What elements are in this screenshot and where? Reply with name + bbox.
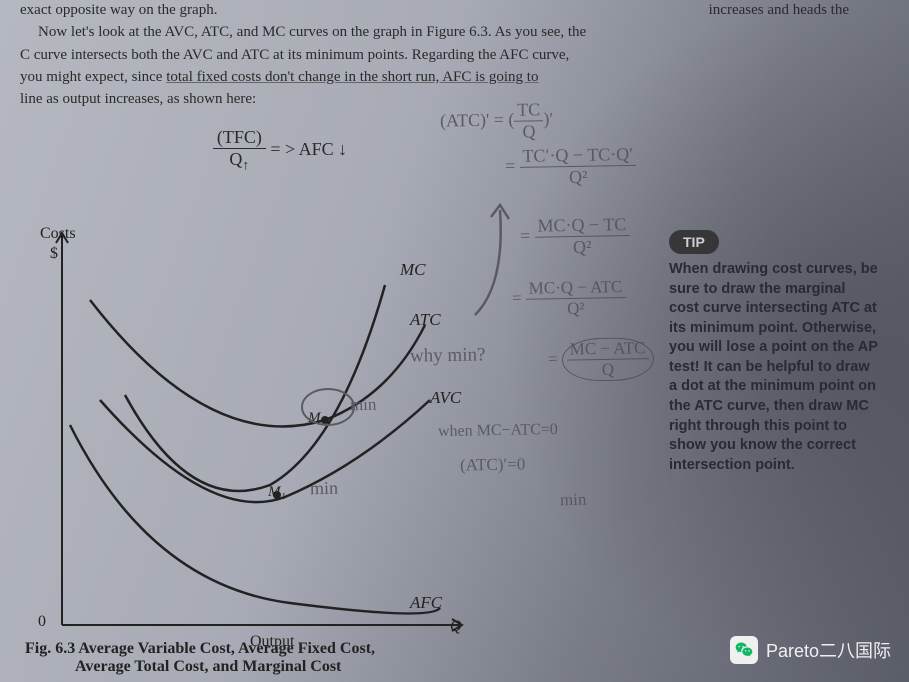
tip-text: When drawing cost curves, be sure to dra… [669, 260, 879, 475]
tip-box: TIP When drawing cost curves, be sure to… [669, 230, 879, 475]
formula-implies: = > AFC ↓ [270, 139, 347, 159]
hw-arrow [455, 195, 525, 325]
hw-atc0: (ATC)′=0 [460, 454, 526, 475]
hw-min3: min [560, 490, 587, 510]
watermark-text: Pareto二八国际 [766, 637, 891, 663]
origin-label: 0 [38, 613, 46, 631]
body-line-0a: exact opposite way on the graph. [20, 0, 217, 20]
watermark: Pareto二八国际 [730, 636, 891, 664]
hw-eq5: = MC − ATCQ [548, 337, 654, 382]
hw-eq2: = TC′·Q − TC·Q′Q² [505, 144, 637, 189]
body-paragraph: exact opposite way on the graph. increas… [20, 0, 889, 109]
hw-eq3: = MC·Q − TCQ² [520, 214, 630, 259]
afc-formula: (TFC) Q↑ = > AFC ↓ [180, 127, 380, 175]
q-label: Q [450, 618, 462, 636]
dollar-sign: $ [50, 245, 58, 263]
graph-svg [30, 225, 470, 645]
mc-label: MC [400, 260, 426, 280]
avc-label: AVC [430, 388, 461, 408]
wechat-icon [730, 636, 758, 664]
cost-curves-graph: Costs $ Output 0 Q MC ATC AVC AFC M₁ M₂ [30, 225, 470, 645]
hw-eq4: = MC·Q − ATCQ² [512, 277, 626, 320]
caption-line-1: Fig. 6.3 Average Variable Cost, Average … [25, 640, 525, 658]
formula-numerator: (TFC) [213, 127, 266, 149]
body-line-1: Now let's look at the AVC, ATC, and MC c… [20, 22, 889, 42]
m1-point-label: M₁ [268, 484, 286, 501]
atc-label: ATC [410, 310, 441, 330]
body-line-3: you might expect, since total fixed cost… [20, 67, 889, 87]
hw-why-min: why min? [410, 344, 486, 367]
hw-when: when MC−ATC=0 [438, 421, 558, 441]
formula-denominator: Q↑ [213, 149, 266, 175]
hw-min-m1: min [310, 478, 338, 499]
hw-circle-m2 [300, 385, 360, 430]
body-line-0b: increases and heads the [709, 0, 889, 20]
caption-line-2: Average Total Cost, and Marginal Cost [25, 658, 525, 676]
hw-eq1: (ATC)' = (TCQ)′ [440, 99, 554, 144]
afc-label: AFC [410, 593, 442, 613]
figure-caption: Fig. 6.3 Average Variable Cost, Average … [25, 640, 525, 676]
body-line-2: C curve intersects both the AVC and ATC … [20, 45, 889, 65]
tip-badge: TIP [669, 230, 719, 254]
y-axis-label: Costs [40, 225, 76, 243]
